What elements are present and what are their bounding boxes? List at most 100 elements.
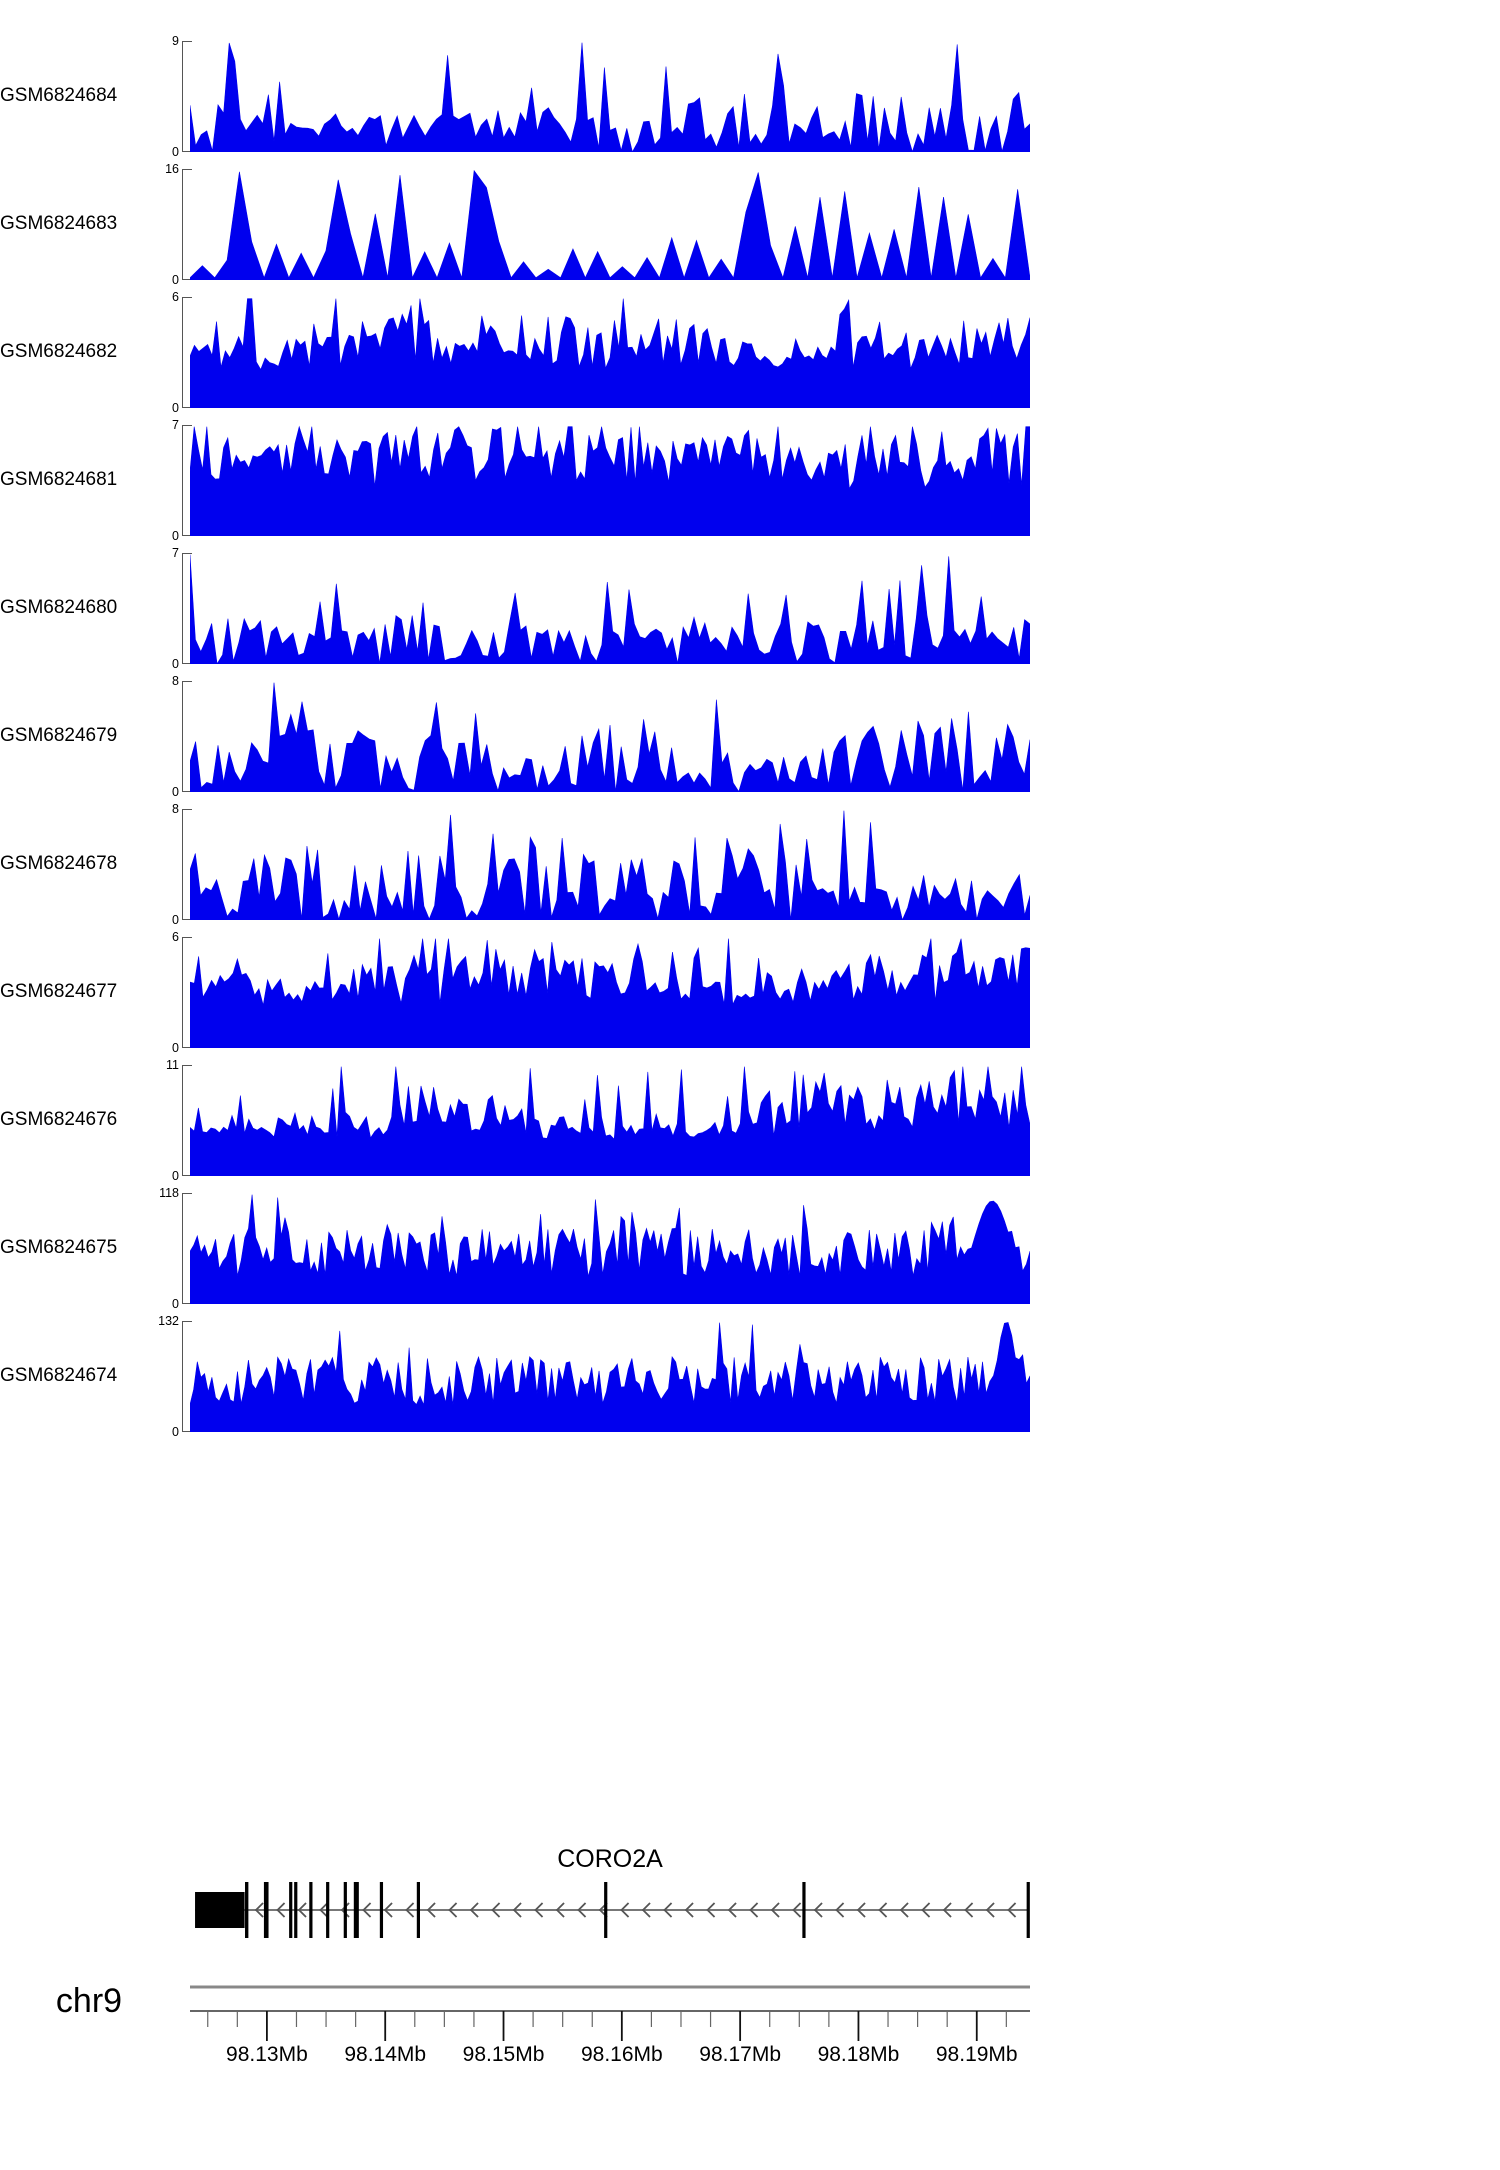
axis-tick-label: 98.13Mb: [226, 2043, 308, 2066]
data-track-gsm6824680[interactable]: GSM6824680 7 0: [0, 547, 1080, 670]
y-axis-max-label: 118: [159, 1186, 179, 1200]
strand-arrow-icon: [813, 1902, 823, 1918]
strand-arrow-icon: [620, 1902, 630, 1918]
strand-arrow-icon: [856, 1902, 866, 1918]
gene-exon[interactable]: [1026, 1882, 1030, 1938]
y-axis-max-label: 7: [172, 418, 179, 432]
chromosome-label: chr9: [55, 1982, 123, 2020]
gene-exon[interactable]: [294, 1882, 298, 1938]
axis-tick-label: 98.15Mb: [462, 2043, 545, 2066]
y-axis-max-label: 6: [172, 290, 179, 304]
coverage-plot-gsm6824678[interactable]: [190, 809, 1030, 920]
y-axis-max-label: 7: [172, 546, 179, 560]
data-track-gsm6824679[interactable]: GSM6824679 8 0: [0, 675, 1080, 798]
coverage-plot-gsm6824681[interactable]: [190, 425, 1030, 536]
coverage-plot-gsm6824679[interactable]: [190, 681, 1030, 792]
gene-exon[interactable]: [604, 1882, 608, 1938]
gene-utr-block[interactable]: [195, 1892, 245, 1928]
data-track-gsm6824684[interactable]: GSM6824684 9 0: [0, 35, 1080, 158]
track-label-gsm6824682: GSM6824682: [0, 340, 118, 362]
data-track-gsm6824681[interactable]: GSM6824681 7 0: [0, 419, 1080, 542]
track-label-gsm6824674: GSM6824674: [0, 1364, 118, 1386]
strand-arrow-icon: [426, 1902, 436, 1918]
strand-arrow-icon: [405, 1902, 415, 1918]
track-label-gsm6824679: GSM6824679: [0, 724, 118, 746]
coverage-plot-gsm6824682[interactable]: [190, 297, 1030, 408]
gene-exon[interactable]: [379, 1882, 384, 1938]
gene-exon[interactable]: [245, 1882, 249, 1938]
y-axis-max-label: 8: [172, 802, 179, 816]
y-axis-min-label: 0: [172, 272, 179, 287]
coverage-plot-gsm6824683[interactable]: [190, 169, 1030, 280]
data-track-gsm6824677[interactable]: GSM6824677 6 0: [0, 931, 1080, 1054]
gene-exon[interactable]: [309, 1882, 313, 1938]
data-track-gsm6824676[interactable]: GSM6824676 11 0: [0, 1059, 1080, 1182]
data-track-gsm6824674[interactable]: GSM6824674 132 0: [0, 1315, 1080, 1438]
gene-exon[interactable]: [326, 1882, 330, 1938]
axis-tick-label: 98.17Mb: [699, 2043, 782, 2066]
strand-arrow-icon: [491, 1902, 501, 1918]
track-label-gsm6824677: GSM6824677: [0, 980, 118, 1002]
coverage-plot-gsm6824680[interactable]: [190, 553, 1030, 664]
genome-axis-track[interactable]: 98.13Mb 98.14Mb 98.15Mb 98.16Mb 98.17Mb 98.18…: [190, 1985, 1030, 2115]
strand-arrow-icon: [942, 1902, 952, 1918]
strand-arrow-icon: [835, 1902, 845, 1918]
strand-arrow-icon: [706, 1902, 716, 1918]
y-axis-gsm6824683: 16 0: [165, 163, 192, 286]
data-track-gsm6824678[interactable]: GSM6824678 8 0: [0, 803, 1080, 926]
coverage-plot-gsm6824684[interactable]: [190, 41, 1030, 152]
strand-arrow-icon: [297, 1902, 307, 1918]
gene-exon[interactable]: [802, 1882, 806, 1938]
strand-arrow-icon: [469, 1902, 479, 1918]
strand-arrow-icon: [663, 1902, 673, 1918]
track-label-gsm6824680: GSM6824680: [0, 596, 118, 618]
strand-arrow-icon: [534, 1902, 544, 1918]
y-axis-gsm6824674: 132 0: [158, 1315, 192, 1438]
coverage-plot-gsm6824674[interactable]: [190, 1321, 1030, 1432]
y-axis-max-label: 11: [166, 1058, 179, 1072]
axis-tick-label: 98.16Mb: [580, 2043, 663, 2066]
coverage-plot-gsm6824676[interactable]: [190, 1065, 1030, 1176]
coverage-plot-gsm6824677[interactable]: [190, 937, 1030, 1048]
y-axis-max-label: 16: [165, 162, 179, 176]
strand-arrow-icon: [362, 1902, 372, 1918]
gene-exon[interactable]: [343, 1882, 347, 1938]
y-axis-min-label: 0: [172, 528, 179, 543]
data-track-gsm6824683[interactable]: GSM6824683 16 0: [0, 163, 1080, 286]
strand-arrow-icon: [727, 1902, 737, 1918]
strand-arrow-icon: [577, 1902, 587, 1918]
track-label-gsm6824681: GSM6824681: [0, 468, 118, 490]
y-axis-max-label: 6: [172, 930, 179, 944]
coverage-plot-gsm6824675[interactable]: [190, 1193, 1030, 1304]
y-axis-max-label: 8: [172, 674, 179, 688]
y-axis-min-label: 0: [172, 400, 179, 415]
strand-arrow-icon: [985, 1902, 995, 1918]
y-axis-min-label: 0: [172, 656, 179, 671]
data-track-gsm6824675[interactable]: GSM6824675 118 0: [0, 1187, 1080, 1310]
y-axis-min-label: 0: [172, 1168, 179, 1183]
y-axis-gsm6824675: 118 0: [159, 1187, 192, 1310]
gene-exon[interactable]: [416, 1882, 420, 1938]
strand-arrow-icon: [555, 1902, 565, 1918]
gene-exon[interactable]: [289, 1882, 293, 1938]
strand-arrow-icon: [383, 1902, 393, 1918]
gene-exon[interactable]: [353, 1882, 359, 1938]
strand-arrow-icon: [276, 1902, 286, 1918]
strand-arrow-icon: [1007, 1902, 1017, 1918]
gene-exon[interactable]: [263, 1882, 269, 1938]
gene-model-track[interactable]: [190, 1860, 1030, 1960]
axis-tick-label: 98.19Mb: [935, 2043, 1018, 2066]
strand-arrow-icon: [770, 1902, 780, 1918]
axis-tick-label: 98.18Mb: [817, 2043, 900, 2066]
track-label-gsm6824678: GSM6824678: [0, 852, 118, 874]
strand-arrow-icon: [921, 1902, 931, 1918]
track-label-gsm6824675: GSM6824675: [0, 1236, 118, 1258]
data-track-gsm6824682[interactable]: GSM6824682 6 0: [0, 291, 1080, 414]
y-axis-gsm6824676: 11 0: [166, 1059, 192, 1182]
